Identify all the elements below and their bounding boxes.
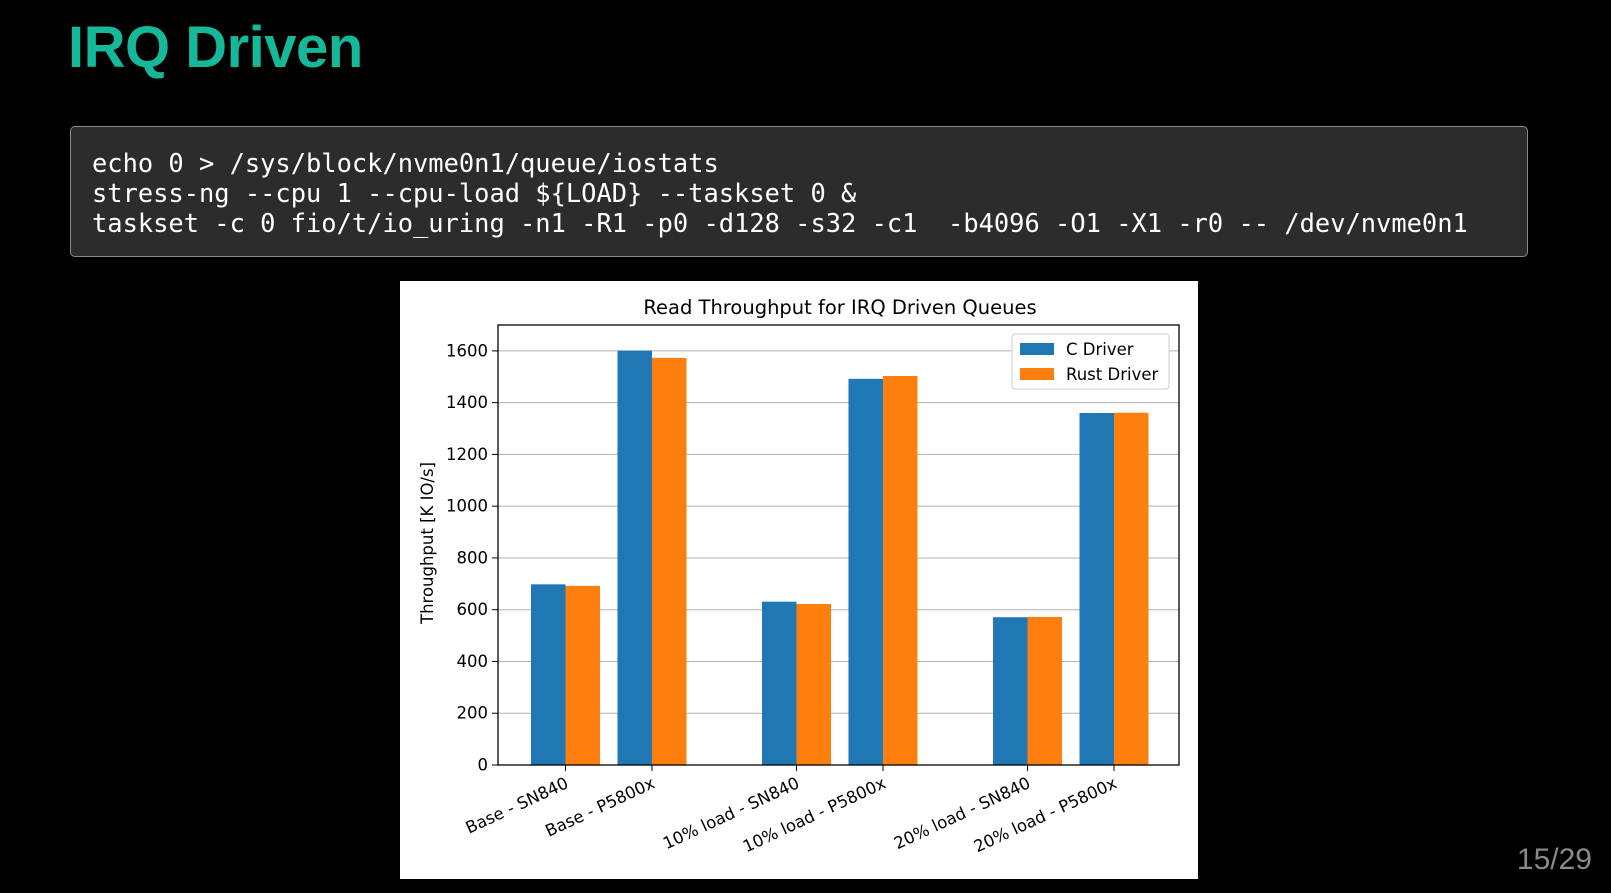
bar: [1079, 413, 1114, 765]
legend-label: C Driver: [1066, 340, 1134, 359]
x-tick-label: 10% load - SN840: [660, 773, 802, 853]
bar: [1114, 412, 1149, 765]
bar: [762, 601, 797, 765]
axes: [497, 324, 1180, 766]
code-line: echo 0 > /sys/block/nvme0n1/queue/iostat…: [92, 148, 719, 178]
y-tick-label: 1400: [446, 393, 488, 412]
grid-lines: [498, 350, 1179, 766]
x-tick-label: 20% load - P5800x: [971, 773, 1120, 856]
y-ticks: 0 200 400 600 800 1000 1200 1400 1600: [446, 341, 498, 775]
bar: [652, 357, 687, 765]
bars: [531, 350, 1149, 765]
y-tick-label: 0: [478, 756, 489, 775]
code-line: stress-ng --cpu 1 --cpu-load ${LOAD} --t…: [92, 178, 857, 208]
code-line: taskset -c 0 fio/t/io_uring -n1 -R1 -p0 …: [92, 208, 1468, 238]
legend-swatch: [1020, 368, 1054, 380]
bar: [848, 378, 883, 765]
y-tick-label: 1000: [446, 497, 488, 516]
slide-title: IRQ Driven: [68, 15, 363, 80]
code-block: echo 0 > /sys/block/nvme0n1/queue/iostat…: [70, 126, 1528, 257]
bar: [883, 375, 918, 765]
y-tick-label: 1600: [446, 341, 488, 360]
y-tick-label: 400: [457, 652, 489, 671]
legend: C Driver Rust Driver: [1011, 333, 1170, 390]
bar: [617, 350, 652, 765]
bar: [796, 604, 831, 765]
x-tick-label: 20% load - SN840: [891, 773, 1033, 853]
y-tick-label: 200: [457, 704, 489, 723]
bar: [531, 584, 566, 765]
y-tick-label: 600: [457, 600, 489, 619]
page-number: 15/29: [1516, 843, 1592, 876]
plot-frame: [497, 324, 1180, 766]
legend-label: Rust Driver: [1066, 365, 1158, 384]
x-tick-label: 10% load - P5800x: [740, 773, 889, 856]
y-tick-label: 800: [457, 548, 489, 567]
bar-chart: Read Throughput for IRQ Driven Queues Th…: [418, 296, 1180, 856]
bar: [565, 585, 600, 765]
chart-figure: Read Throughput for IRQ Driven Queues Th…: [400, 281, 1198, 879]
bar: [1027, 616, 1062, 765]
y-tick-label: 1200: [446, 445, 488, 464]
legend-swatch: [1020, 343, 1054, 355]
chart-title: Read Throughput for IRQ Driven Queues: [643, 296, 1036, 319]
bar: [993, 617, 1028, 765]
y-axis-label: Throughput [K IO/s]: [418, 462, 437, 625]
